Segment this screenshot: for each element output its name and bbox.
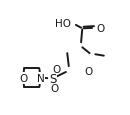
- Text: S: S: [49, 72, 56, 85]
- Text: HO: HO: [55, 18, 71, 28]
- Text: O: O: [96, 24, 104, 33]
- Text: N: N: [37, 73, 44, 83]
- Text: O: O: [84, 66, 93, 76]
- Text: O: O: [19, 73, 27, 83]
- Text: O: O: [53, 65, 61, 74]
- Text: O: O: [50, 83, 58, 93]
